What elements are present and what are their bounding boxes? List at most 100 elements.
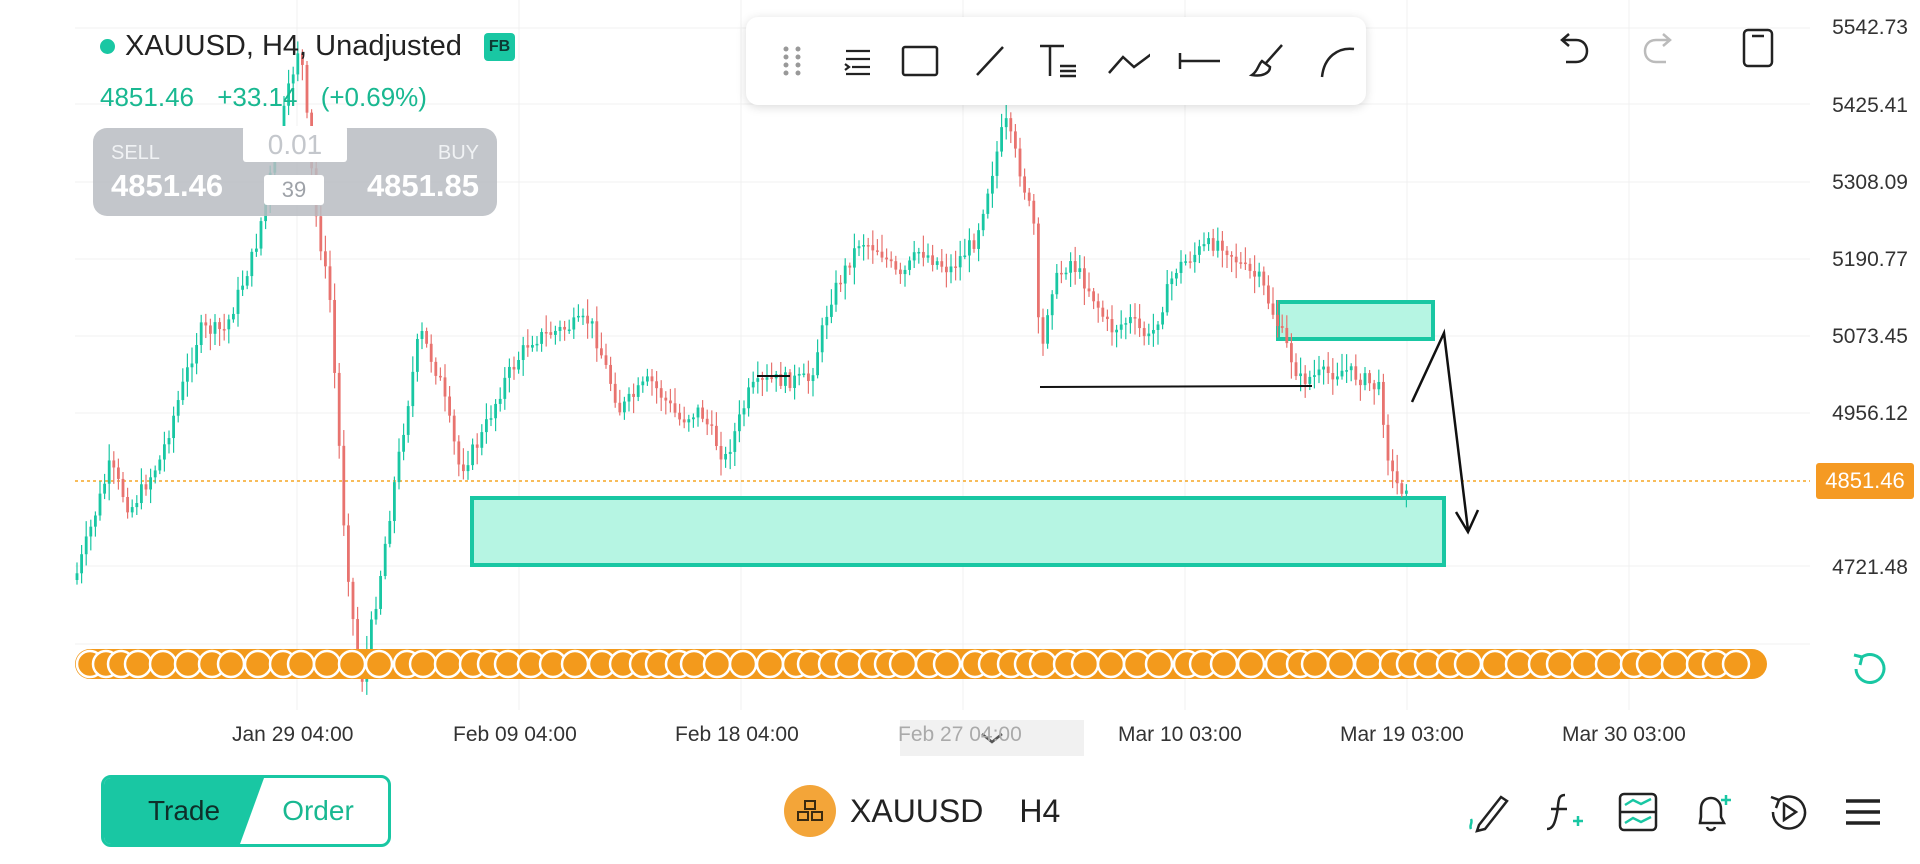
rectangle-tool-icon[interactable] bbox=[898, 39, 942, 83]
economic-event-marker[interactable] bbox=[1453, 649, 1483, 679]
candle-body bbox=[1050, 294, 1054, 316]
replay-icon[interactable] bbox=[1763, 787, 1813, 837]
candle-body bbox=[1041, 317, 1045, 344]
candle-body bbox=[678, 412, 681, 420]
quantity-input[interactable]: 0.01 bbox=[243, 126, 347, 162]
menu-icon[interactable] bbox=[1838, 787, 1888, 837]
arc-tool-icon[interactable] bbox=[1316, 39, 1360, 83]
economic-event-marker[interactable] bbox=[1545, 649, 1575, 679]
candle-body bbox=[669, 400, 672, 404]
candle-body bbox=[485, 419, 488, 433]
chart-resize-handle[interactable] bbox=[900, 720, 1084, 756]
candle-body bbox=[172, 415, 175, 439]
symbol-selector[interactable]: XAUUSD H4 bbox=[784, 785, 1060, 837]
economic-event-marker[interactable] bbox=[148, 649, 178, 679]
economic-event-marker[interactable] bbox=[1660, 649, 1690, 679]
candle-body bbox=[1216, 240, 1220, 251]
candle-body bbox=[1156, 324, 1160, 330]
economic-event-marker[interactable] bbox=[728, 649, 758, 679]
candle-body bbox=[84, 536, 88, 555]
candle-body bbox=[770, 377, 773, 379]
economic-event-marker[interactable] bbox=[312, 649, 342, 679]
text-tool-icon[interactable] bbox=[1036, 39, 1080, 83]
economic-event-marker[interactable] bbox=[123, 649, 153, 679]
trend-line-tool-icon[interactable] bbox=[968, 39, 1012, 83]
reset-chart-icon[interactable] bbox=[1844, 645, 1892, 693]
economic-event-marker[interactable] bbox=[433, 649, 463, 679]
economic-event-marker[interactable] bbox=[1209, 649, 1239, 679]
bottom-timeframe[interactable]: H4 bbox=[1019, 792, 1061, 829]
candle-body bbox=[1193, 254, 1197, 263]
economic-event-marker[interactable] bbox=[408, 649, 438, 679]
economic-event-marker[interactable] bbox=[755, 649, 785, 679]
indicators-icon[interactable] bbox=[1539, 787, 1589, 837]
candle-body bbox=[1271, 303, 1275, 315]
order-tab[interactable]: Order bbox=[282, 795, 354, 826]
economic-event-marker[interactable] bbox=[1236, 649, 1266, 679]
candle-body bbox=[1391, 460, 1394, 472]
candle-body bbox=[195, 345, 198, 364]
tool-list-icon[interactable] bbox=[836, 39, 880, 83]
economic-event-marker[interactable] bbox=[1635, 649, 1665, 679]
economic-event-marker[interactable] bbox=[286, 649, 316, 679]
candle-body bbox=[287, 83, 290, 106]
economic-event-marker[interactable] bbox=[216, 649, 246, 679]
economic-event-marker[interactable] bbox=[1353, 649, 1383, 679]
candle-body bbox=[646, 376, 649, 382]
candle-body bbox=[885, 257, 888, 260]
candle-body bbox=[811, 375, 815, 382]
alerts-bell-icon[interactable] bbox=[1688, 787, 1738, 837]
economic-event-marker[interactable] bbox=[1144, 649, 1174, 679]
symbol-header[interactable]: XAUUSD, H4, Unadjusted FB bbox=[100, 30, 516, 63]
economic-event-marker[interactable] bbox=[1300, 649, 1330, 679]
candle-body bbox=[181, 381, 185, 401]
templates-icon[interactable] bbox=[1613, 787, 1663, 837]
economic-event-marker[interactable] bbox=[560, 649, 590, 679]
candle-body bbox=[1096, 301, 1100, 308]
time-axis-label: Mar 10 03:00 bbox=[1118, 723, 1242, 746]
redo-icon[interactable] bbox=[1638, 28, 1682, 72]
economic-event-marker[interactable] bbox=[1028, 649, 1058, 679]
time-axis-label: Mar 30 03:00 bbox=[1562, 723, 1686, 746]
economic-event-marker[interactable] bbox=[1721, 649, 1751, 679]
trade-tab[interactable]: Trade bbox=[104, 778, 264, 844]
candle-body bbox=[1308, 376, 1312, 384]
candle-body bbox=[572, 317, 576, 330]
economic-event-marker[interactable] bbox=[1326, 649, 1356, 679]
candle-body bbox=[508, 366, 511, 378]
undo-icon[interactable] bbox=[1550, 28, 1594, 72]
drag-handle-icon[interactable] bbox=[770, 39, 814, 83]
brush-tool-icon[interactable] bbox=[1246, 39, 1290, 83]
demand-zone bbox=[470, 496, 1446, 567]
economic-event-marker[interactable] bbox=[364, 649, 394, 679]
candle-body bbox=[1211, 238, 1215, 251]
path-tool-icon[interactable] bbox=[1106, 39, 1150, 83]
draw-pencil-icon[interactable] bbox=[1463, 787, 1513, 837]
delete-drawings-icon[interactable] bbox=[1736, 26, 1780, 70]
candle-body bbox=[1152, 329, 1155, 334]
economic-event-marker[interactable] bbox=[1570, 649, 1600, 679]
economic-event-marker[interactable] bbox=[173, 649, 203, 679]
sell-button[interactable]: 4851.46 bbox=[111, 168, 224, 203]
candle-body bbox=[1165, 284, 1169, 313]
horizontal-line-tool-icon[interactable] bbox=[1176, 39, 1220, 83]
candle-body bbox=[940, 261, 944, 267]
economic-event-marker[interactable] bbox=[1594, 649, 1624, 679]
candle-body bbox=[1027, 192, 1031, 201]
candle-body bbox=[475, 444, 479, 448]
economic-event-marker[interactable] bbox=[1096, 649, 1126, 679]
candle-body bbox=[834, 282, 838, 305]
buy-button[interactable]: 4851.85 bbox=[366, 168, 479, 203]
economic-event-marker[interactable] bbox=[337, 649, 367, 679]
economic-event-marker[interactable] bbox=[243, 649, 273, 679]
candle-body bbox=[751, 381, 755, 388]
economic-event-marker[interactable] bbox=[932, 649, 962, 679]
candle-body bbox=[503, 377, 507, 399]
economic-event-marker[interactable] bbox=[888, 649, 918, 679]
economic-event-marker[interactable] bbox=[1070, 649, 1100, 679]
economic-event-marker[interactable] bbox=[702, 649, 732, 679]
candle-body bbox=[199, 322, 203, 346]
economic-event-marker[interactable] bbox=[1480, 649, 1510, 679]
candle-body bbox=[259, 221, 263, 249]
